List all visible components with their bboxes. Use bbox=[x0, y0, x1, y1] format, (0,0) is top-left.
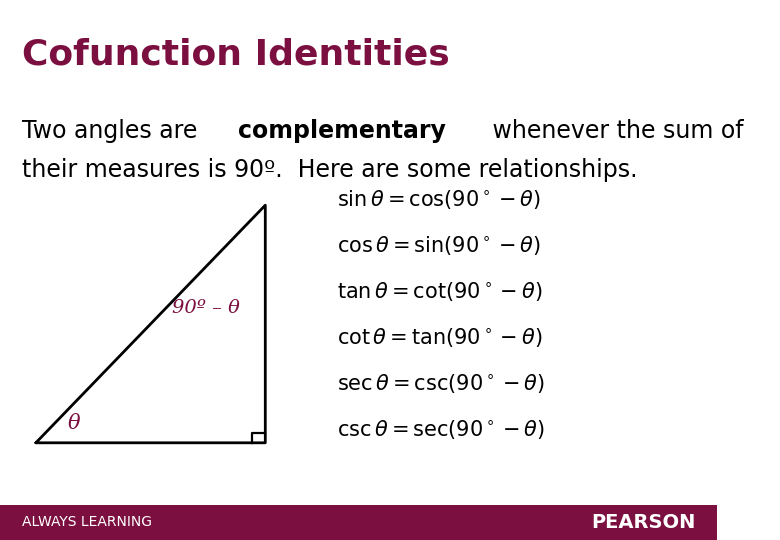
Text: their measures is 90º.  Here are some relationships.: their measures is 90º. Here are some rel… bbox=[22, 158, 637, 181]
Text: whenever the sum of: whenever the sum of bbox=[485, 119, 743, 143]
Text: $\sin\theta = \cos(90^\circ - \theta)$: $\sin\theta = \cos(90^\circ - \theta)$ bbox=[337, 188, 541, 211]
Text: $\cot\theta = \tan(90^\circ - \theta)$: $\cot\theta = \tan(90^\circ - \theta)$ bbox=[337, 326, 543, 349]
Text: Cofunction Identities: Cofunction Identities bbox=[22, 38, 449, 72]
Text: complementary: complementary bbox=[239, 119, 446, 143]
Text: PEARSON: PEARSON bbox=[591, 513, 696, 532]
Text: $\cos\theta = \sin(90^\circ - \theta)$: $\cos\theta = \sin(90^\circ - \theta)$ bbox=[337, 234, 541, 257]
Text: $\csc\theta = \sec(90^\circ - \theta)$: $\csc\theta = \sec(90^\circ - \theta)$ bbox=[337, 418, 545, 441]
Text: Two angles are: Two angles are bbox=[22, 119, 204, 143]
Text: $\tan\theta = \cot(90^\circ - \theta)$: $\tan\theta = \cot(90^\circ - \theta)$ bbox=[337, 280, 543, 303]
Bar bbox=[0, 505, 717, 540]
Text: θ: θ bbox=[68, 414, 81, 433]
Text: ALWAYS LEARNING: ALWAYS LEARNING bbox=[22, 516, 151, 529]
Text: $\sec\theta = \csc(90^\circ - \theta)$: $\sec\theta = \csc(90^\circ - \theta)$ bbox=[337, 372, 545, 395]
Text: 90º – θ: 90º – θ bbox=[172, 299, 240, 317]
